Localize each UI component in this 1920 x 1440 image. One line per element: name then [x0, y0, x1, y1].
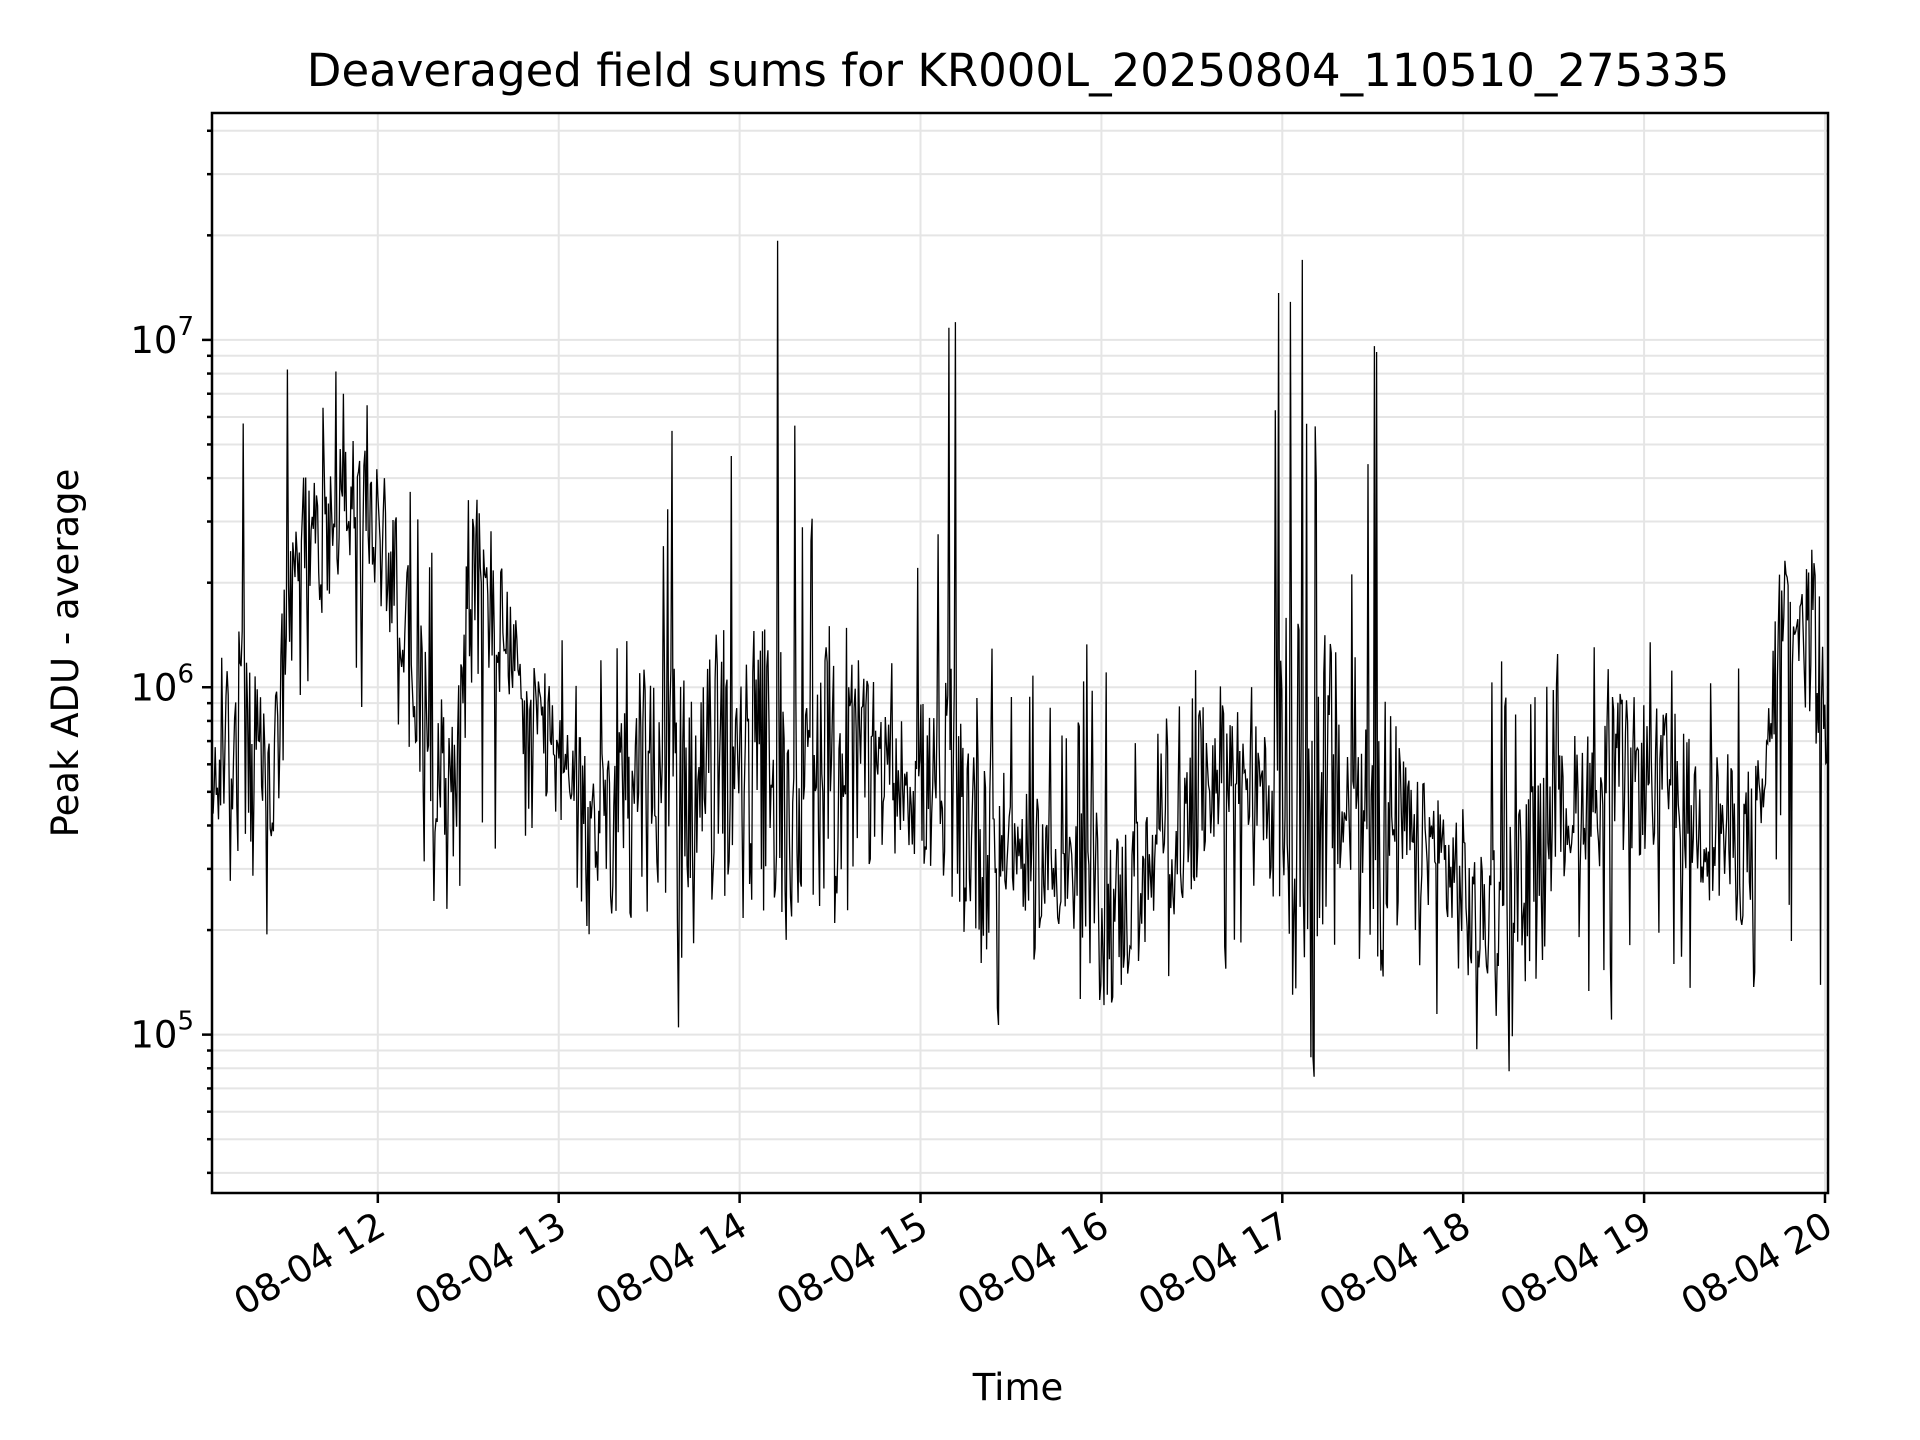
y-tick-label: 107	[130, 312, 194, 362]
series-layer	[211, 240, 1829, 1077]
y-tick-label: 105	[130, 1007, 194, 1057]
x-axis-label: Time	[972, 1366, 1064, 1409]
series-line	[211, 240, 1829, 1077]
chart-title: Deaveraged field sums for KR000L_2025080…	[307, 44, 1729, 97]
plot-frame	[210, 111, 1830, 1195]
y-axis-label: Peak ADU - average	[44, 469, 87, 838]
grid	[212, 113, 1828, 1193]
y-tick-label: 106	[130, 659, 194, 709]
